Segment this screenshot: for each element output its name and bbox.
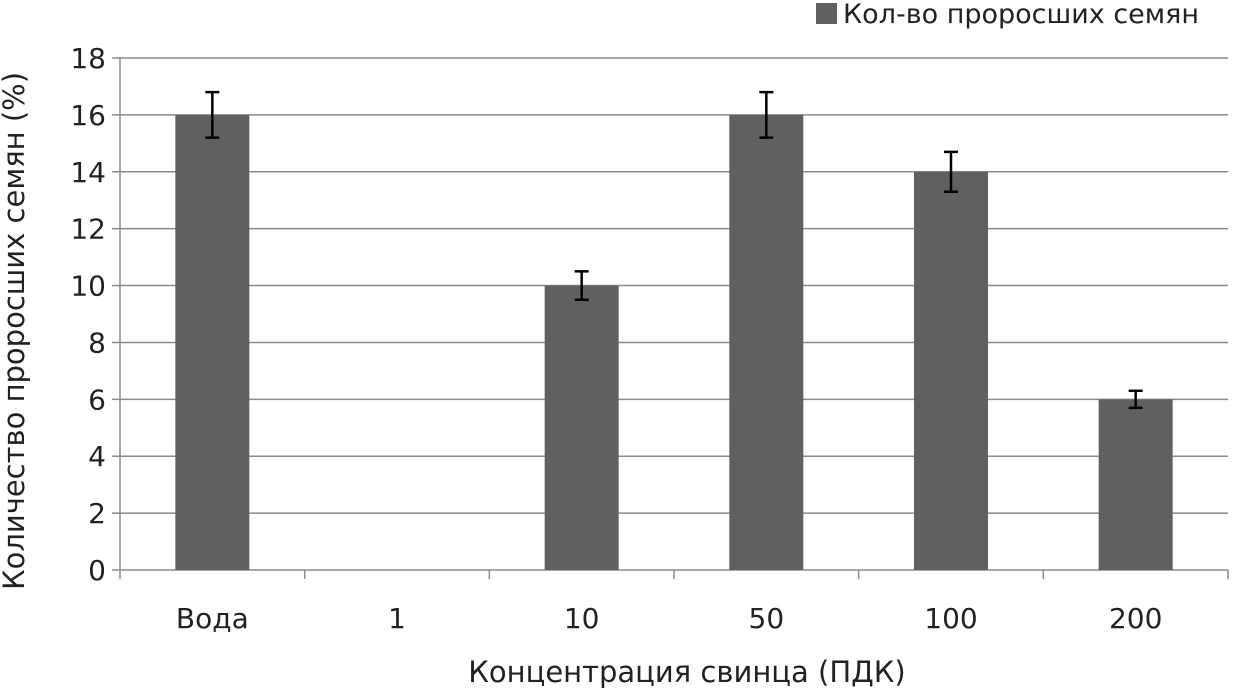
y-tick-label: 8 xyxy=(88,326,106,359)
x-tick-label: 10 xyxy=(564,602,600,635)
y-tick-label: 14 xyxy=(70,156,106,189)
error-bar xyxy=(759,90,774,139)
y-tick-label: 18 xyxy=(70,42,106,75)
legend-swatch xyxy=(816,3,837,24)
gridlines xyxy=(120,57,1228,514)
bar xyxy=(914,171,988,570)
legend-label: Кол-во проросших семян xyxy=(843,0,1199,30)
y-axis-title: Количество проросших семян (%) xyxy=(0,72,31,590)
error-bar xyxy=(944,150,958,193)
error-bars xyxy=(205,90,1143,410)
x-tick-label: 1 xyxy=(388,602,406,635)
bar xyxy=(544,285,619,570)
y-tick-label: 2 xyxy=(88,497,106,530)
y-axis-ticks: 0 2 4 6 8 10 12 14 16 18 xyxy=(70,42,120,587)
y-tick-label: 0 xyxy=(88,554,106,587)
y-tick-label: 4 xyxy=(88,440,106,473)
error-bar xyxy=(574,270,589,302)
legend: Кол-во проросших семян xyxy=(816,0,1199,30)
y-tick-label: 10 xyxy=(70,270,106,303)
error-bar xyxy=(1128,389,1143,410)
x-tick-label: Вода xyxy=(176,602,249,635)
x-tick-label: 200 xyxy=(1109,602,1162,635)
bar xyxy=(1098,399,1173,570)
x-axis xyxy=(119,58,1229,579)
y-tick-label: 16 xyxy=(70,99,106,132)
x-axis-ticks: Вода 1 10 50 100 200 xyxy=(176,602,1162,635)
bar xyxy=(729,114,804,570)
bar xyxy=(175,114,250,570)
bars xyxy=(175,114,1173,570)
y-tick-label: 12 xyxy=(70,213,106,246)
x-tick-label: 50 xyxy=(749,602,785,635)
x-tick-label: 100 xyxy=(924,602,977,635)
y-tick-label: 6 xyxy=(88,383,106,416)
x-axis-title: Концентрация свинца (ПДК) xyxy=(468,655,905,689)
error-bar xyxy=(205,90,220,139)
